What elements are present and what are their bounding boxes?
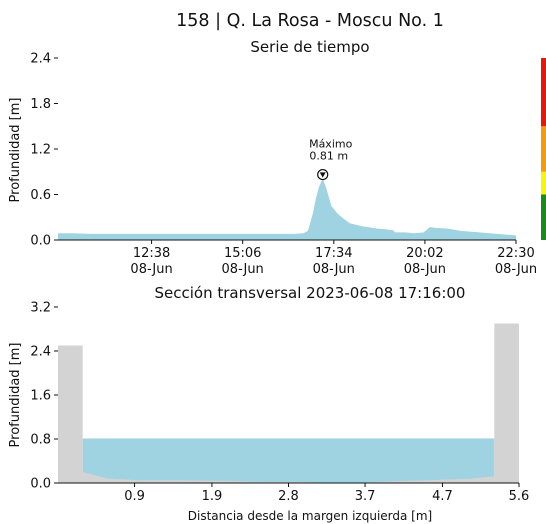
x-tick-date: 08-Jun [222, 262, 264, 277]
y-tick-label: 0.0 [30, 234, 51, 249]
maximum-arrow-icon [319, 172, 326, 178]
x-tick-time: 12:38 [133, 246, 170, 261]
cross-section-xlabel: Distancia desde la margen izquierda [m] [188, 509, 432, 523]
left-bank [58, 345, 83, 483]
channel-bed [82, 472, 495, 483]
y-tick-label: 0.0 [30, 477, 51, 492]
cross-section-x-ticks: 0.9 1.9 2.8 3.7 4.7 5.6 [124, 483, 529, 504]
x-tick-date: 08-Jun [404, 262, 446, 277]
depth-area-series [58, 178, 516, 240]
maximum-label: Máximo [309, 138, 353, 151]
x-tick-time: 20:02 [406, 246, 443, 261]
alert-level-segment [541, 58, 546, 127]
x-tick-label: 2.8 [278, 489, 299, 504]
cross-section-chart: Sección transversal 2023-06-08 17:16:00 … [8, 284, 529, 523]
time-series-y-ticks: 0.0 0.6 1.2 1.8 2.4 [30, 52, 58, 249]
x-tick-label: 3.7 [355, 489, 376, 504]
x-tick-time: 22:30 [497, 246, 534, 261]
time-series-ylabel: Profundidad [m] [8, 98, 23, 203]
alert-level-segment [541, 171, 546, 195]
cross-section-ylabel: Profundidad [m] [8, 343, 23, 448]
cross-section-title: Sección transversal 2023-06-08 17:16:00 [155, 284, 466, 302]
alert-level-segment [541, 194, 546, 240]
y-tick-label: 0.8 [30, 433, 51, 448]
time-series-chart: Serie de tiempo Profundidad [m] 0.0 0.6 1.… [8, 38, 546, 277]
x-tick-date: 08-Jun [313, 262, 355, 277]
x-tick-date: 08-Jun [495, 262, 537, 277]
y-tick-label: 1.8 [30, 97, 51, 112]
right-bank [494, 323, 519, 483]
x-tick-date: 08-Jun [130, 262, 172, 277]
x-tick-label: 4.7 [432, 489, 453, 504]
alert-level-bar [541, 58, 546, 240]
y-tick-label: 1.6 [30, 389, 51, 404]
y-tick-label: 3.2 [30, 301, 51, 316]
y-tick-label: 2.4 [30, 52, 51, 67]
y-tick-label: 0.6 [30, 188, 51, 203]
cross-section-y-ticks: 0.0 0.8 1.6 2.4 3.2 [30, 301, 58, 492]
x-tick-time: 15:06 [224, 246, 261, 261]
x-tick-label: 1.9 [202, 489, 223, 504]
water-body [82, 438, 495, 483]
maximum-value: 0.81 m [309, 150, 348, 163]
x-tick-label: 5.6 [509, 489, 530, 504]
time-series-x-ticks: 12:3808-Jun15:0608-Jun17:3408-Jun20:0208… [130, 240, 537, 277]
alert-level-segment [541, 126, 546, 172]
y-tick-label: 1.2 [30, 143, 51, 158]
figure-title: 158 | Q. La Rosa - Moscu No. 1 [176, 11, 444, 31]
y-tick-label: 2.4 [30, 345, 51, 360]
time-series-title: Serie de tiempo [250, 38, 369, 56]
x-tick-label: 0.9 [124, 489, 145, 504]
x-tick-time: 17:34 [315, 246, 352, 261]
